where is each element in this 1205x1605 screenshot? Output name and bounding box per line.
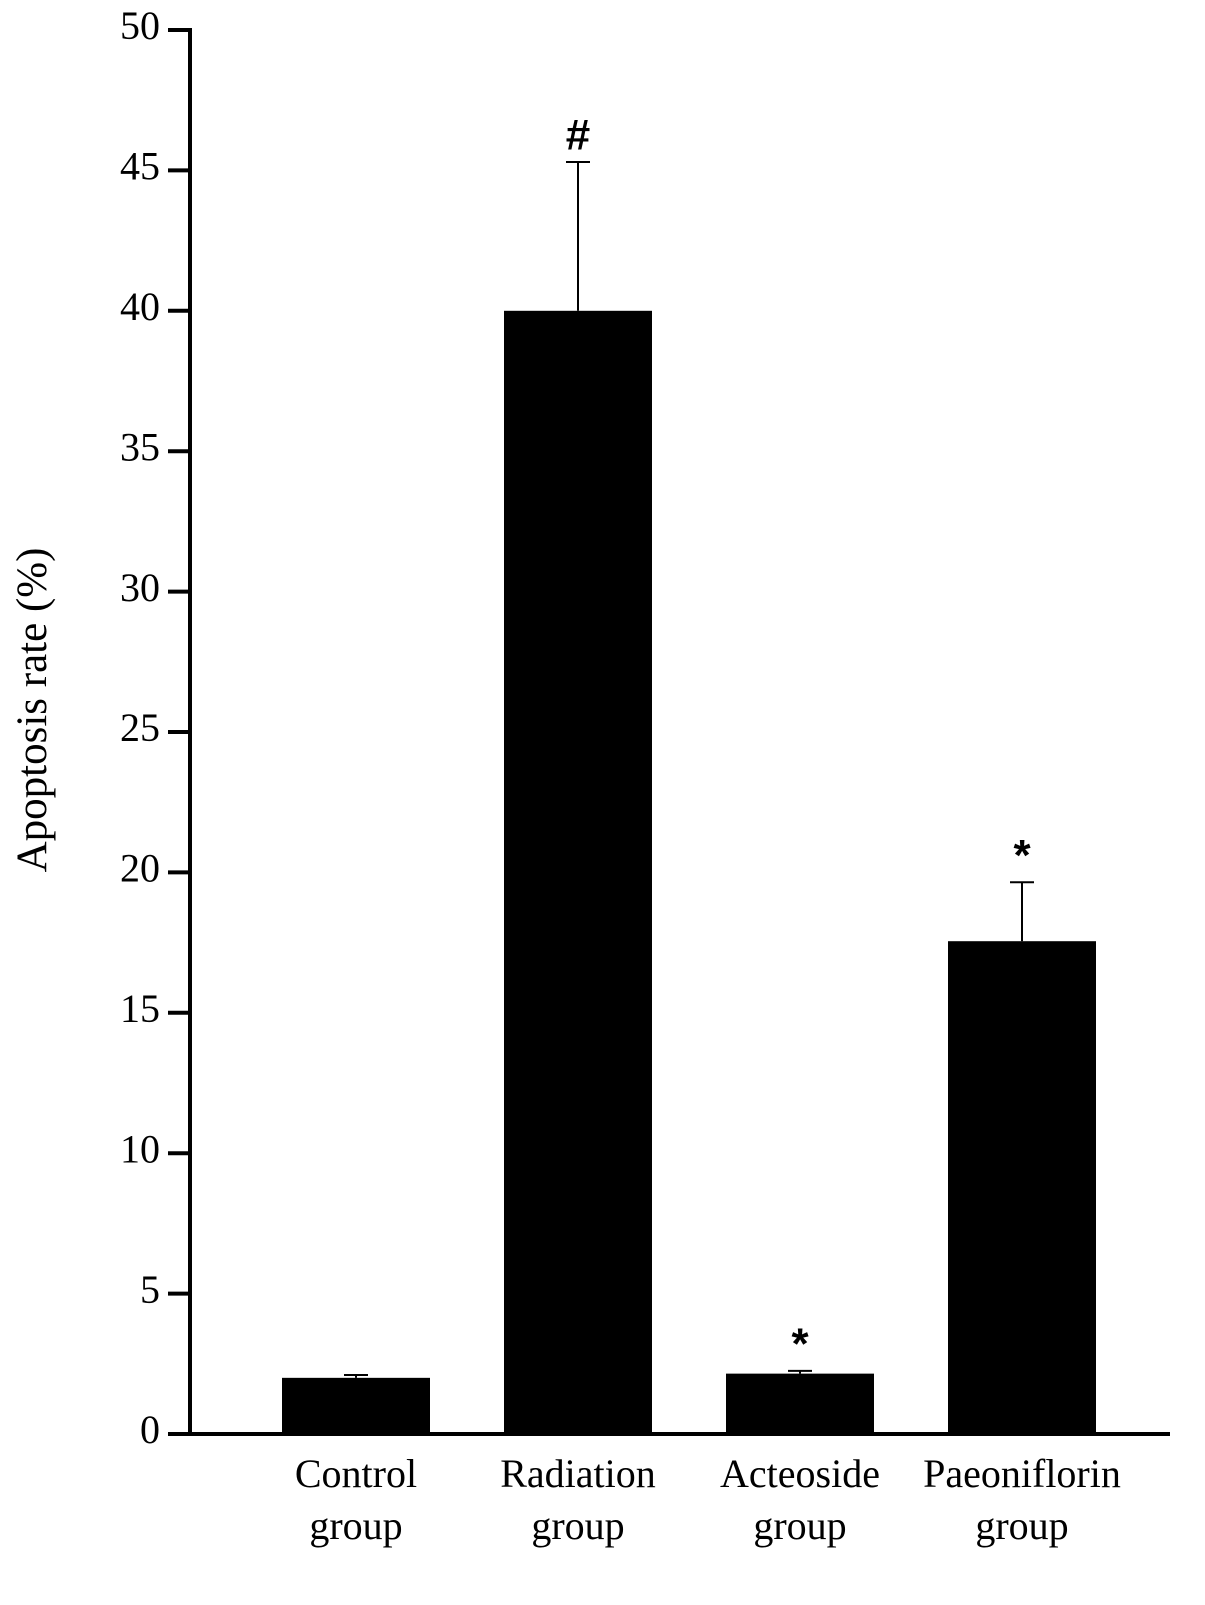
y-tick-label: 40: [120, 284, 160, 329]
y-tick-label: 0: [140, 1407, 160, 1452]
x-tick-label: Radiation group: [500, 1451, 656, 1548]
bar: [726, 1373, 874, 1434]
y-tick-label: 15: [120, 986, 160, 1031]
y-axis-label: Apoptosis rate (%): [9, 548, 56, 873]
x-tick-label: Acteoside group: [720, 1451, 880, 1548]
x-tick-label: Paeoniflorin group: [923, 1451, 1121, 1548]
y-tick-label: 30: [120, 565, 160, 610]
significance-mark: *: [1013, 831, 1031, 880]
bar: [504, 310, 652, 1434]
y-tick-label: 45: [120, 144, 160, 189]
bar: [282, 1377, 430, 1434]
y-tick-label: 25: [120, 705, 160, 750]
y-tick-label: 35: [120, 424, 160, 469]
significance-mark: #: [566, 111, 590, 160]
y-tick-label: 5: [140, 1267, 160, 1312]
significance-mark: *: [791, 1319, 809, 1368]
x-tick-label: Control group: [295, 1451, 417, 1548]
y-tick-label: 20: [120, 846, 160, 891]
bar: [948, 941, 1096, 1434]
y-tick-label: 50: [120, 3, 160, 48]
y-tick-label: 10: [120, 1126, 160, 1171]
